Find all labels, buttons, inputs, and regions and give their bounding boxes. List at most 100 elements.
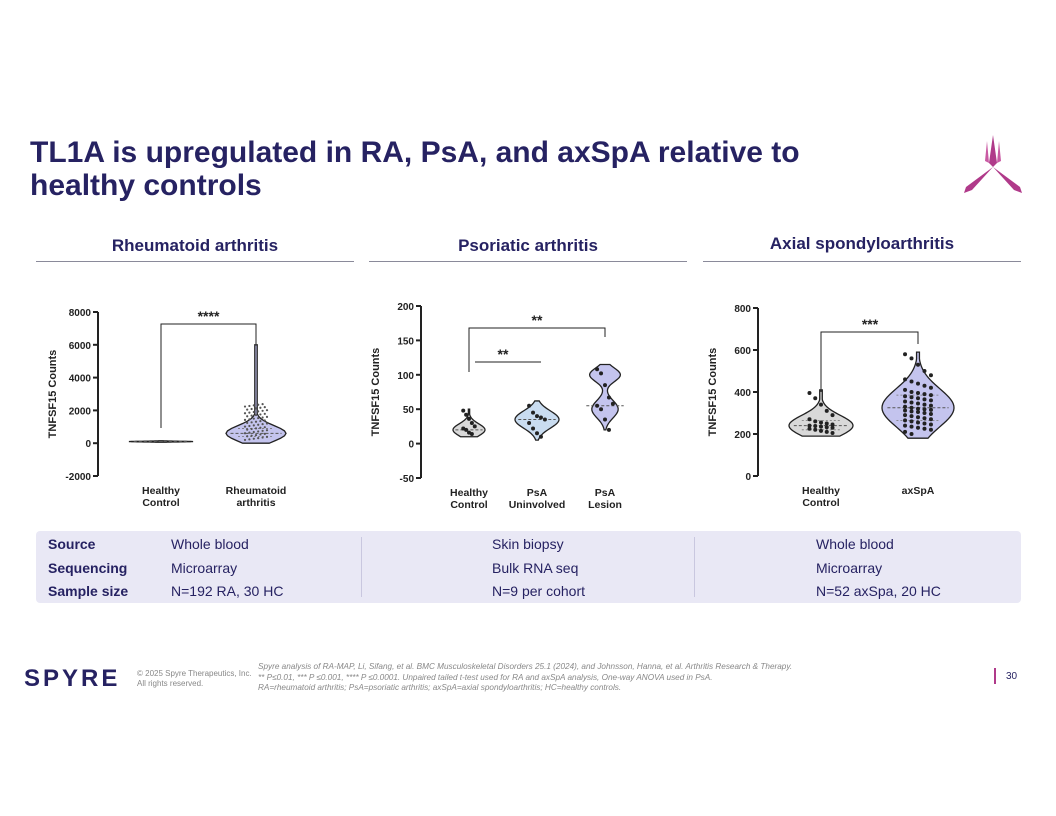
data-point <box>903 413 908 418</box>
data-point <box>824 425 829 430</box>
row-label: Sequencing <box>48 560 128 576</box>
table-row: Sequencing Microarray Bulk RNA seq Micro… <box>36 560 1021 580</box>
data-point <box>595 403 600 408</box>
data-point <box>252 404 255 407</box>
data-point <box>257 410 260 413</box>
data-point <box>603 383 607 388</box>
data-point <box>928 412 933 417</box>
data-point <box>538 415 543 420</box>
data-point <box>903 429 908 434</box>
data-point <box>916 362 920 367</box>
data-point <box>599 407 604 412</box>
y-tick-label: 0 <box>85 439 91 450</box>
footnotes: Spyre analysis of RA-MAP, Li, Sifang, et… <box>258 662 898 694</box>
data-point <box>257 430 260 433</box>
data-point <box>813 427 818 432</box>
data-point <box>606 395 611 400</box>
data-point <box>464 427 469 432</box>
data-point <box>252 424 255 427</box>
y-tick-label: 50 <box>403 405 415 416</box>
data-point <box>916 425 920 430</box>
data-point <box>922 369 927 373</box>
data-point <box>813 419 818 424</box>
footnote-line: ** P≤0.01, *** P ≤0.001, **** P ≤0.0001.… <box>258 672 713 682</box>
data-point <box>819 428 823 433</box>
data-point <box>467 416 471 421</box>
data-point <box>909 432 914 436</box>
data-point <box>807 391 812 396</box>
y-tick-label: 0 <box>745 472 751 483</box>
row-label: Source <box>48 536 96 552</box>
data-point <box>531 426 536 431</box>
data-point <box>257 423 260 426</box>
data-point <box>928 398 933 403</box>
data-point <box>928 373 933 378</box>
data-point <box>830 422 835 427</box>
y-tick-label: 4000 <box>69 374 92 385</box>
data-point <box>909 395 914 400</box>
data-point <box>248 418 251 421</box>
violin-2 <box>588 363 622 431</box>
table-divider <box>694 537 695 597</box>
data-point <box>263 412 266 415</box>
data-point <box>265 409 269 412</box>
data-point <box>246 421 249 425</box>
data-point <box>254 407 258 410</box>
y-tick-label: 0 <box>408 440 414 451</box>
data-point <box>928 417 933 422</box>
data-point <box>807 426 812 431</box>
data-point <box>254 420 258 423</box>
data-point <box>824 421 829 426</box>
data-point <box>903 377 908 382</box>
data-point <box>243 412 247 415</box>
data-point <box>461 408 466 413</box>
data-point <box>909 356 914 361</box>
data-point <box>916 415 920 420</box>
data-point <box>257 403 260 406</box>
category-label: Control <box>450 499 487 511</box>
cell-ra: Microarray <box>171 560 238 576</box>
category-label: Healthy <box>450 487 488 499</box>
cell-axspa: Whole blood <box>816 536 894 552</box>
data-point <box>261 429 264 432</box>
data-point <box>243 418 247 421</box>
data-point <box>807 423 812 428</box>
data-point <box>527 420 532 425</box>
data-point <box>928 422 933 427</box>
data-point <box>250 414 253 417</box>
data-point <box>819 424 823 429</box>
data-point <box>259 433 262 436</box>
data-point <box>257 416 260 420</box>
data-point <box>263 419 266 422</box>
violin-1 <box>514 400 560 441</box>
panel-heading-psa: Psoriatic arthritis <box>458 236 598 255</box>
significance-label: **** <box>198 308 220 324</box>
data-point <box>259 406 262 409</box>
data-point <box>595 367 600 372</box>
y-axis-label: TNFSF15 Counts <box>47 350 59 439</box>
data-point <box>916 396 920 401</box>
data-point <box>261 416 264 419</box>
data-point <box>250 407 253 411</box>
table-row: Source Whole blood Skin biopsy Whole blo… <box>36 536 1021 556</box>
panel-heading-ra: Rheumatoid arthritis <box>111 236 279 255</box>
data-point <box>922 407 927 412</box>
data-point <box>813 424 818 429</box>
cell-psa: N=9 per cohort <box>492 583 585 599</box>
data-point <box>263 426 266 429</box>
category-label: PsA <box>527 487 548 499</box>
y-tick-label: 800 <box>734 304 751 315</box>
data-point <box>813 396 818 401</box>
y-tick-label: 6000 <box>69 341 92 352</box>
category-label: Healthy <box>142 485 180 497</box>
data-point <box>538 434 543 439</box>
data-point <box>928 407 933 412</box>
y-tick-label: 200 <box>397 302 414 313</box>
data-point <box>928 385 933 390</box>
data-point <box>824 429 829 434</box>
copyright-line: All rights reserved. <box>137 679 204 688</box>
data-point <box>606 427 611 432</box>
data-point <box>250 427 253 431</box>
y-axis-label: TNFSF15 Counts <box>370 348 382 437</box>
data-point <box>246 428 249 431</box>
